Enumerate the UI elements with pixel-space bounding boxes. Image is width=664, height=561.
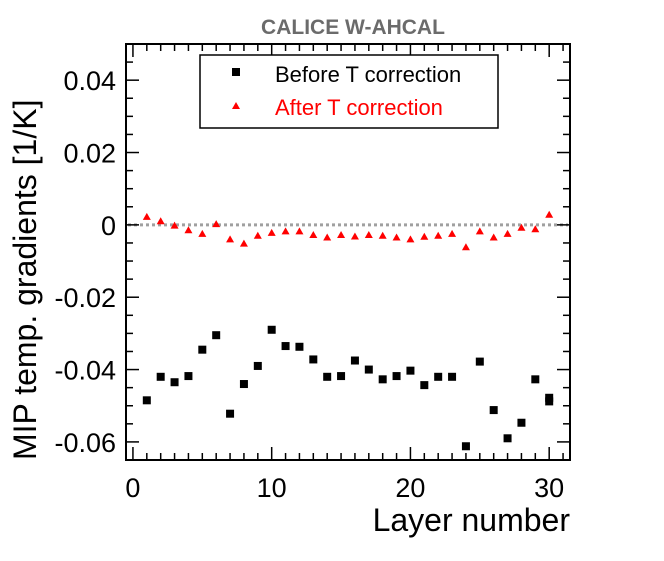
data-point [212,331,221,340]
data-point [531,375,540,384]
legend-marker-after [232,102,240,109]
data-point [503,229,512,237]
data-point [226,235,235,243]
data-point [295,342,304,351]
data-point [309,355,318,364]
y-tick-label: -0.04 [54,356,116,386]
data-point [281,342,290,351]
data-point [323,233,332,241]
data-point [337,372,346,381]
data-point [420,381,429,390]
y-tick-label: -0.06 [54,428,116,458]
data-point [267,228,276,236]
data-point [489,406,498,415]
data-point [170,378,179,387]
data-point [489,233,498,241]
data-point [309,230,318,238]
series-after-t-correction [142,210,554,251]
data-point [198,345,207,354]
x-tick-label: 0 [125,473,140,503]
data-point [475,227,484,235]
data-point [378,375,387,384]
data-point [281,227,290,235]
x-tick-label: 10 [257,473,287,503]
data-point [142,212,151,220]
data-point [406,235,415,243]
data-point [156,372,165,381]
data-point [448,229,457,237]
y-tick-label: 0 [101,211,116,241]
data-point [434,231,443,239]
data-point [350,232,359,240]
data-point [392,233,401,241]
data-point [253,361,262,370]
data-point [156,217,165,225]
legend: Before T correction After T correction [199,54,499,129]
data-point [434,372,443,381]
x-tick-label: 30 [534,473,564,503]
legend-label-after: After T correction [275,95,443,120]
data-point [142,396,151,405]
data-point [295,227,304,235]
data-point [517,418,526,427]
data-point [212,220,221,228]
data-point [184,226,193,234]
data-point [226,409,235,418]
y-tick-label: 0.02 [63,139,116,169]
data-point [531,225,540,233]
data-point [350,356,359,365]
y-tick-labels: -0.06 -0.04 -0.02 0 0.02 0.04 [54,66,116,458]
data-point [337,230,346,238]
data-point [392,372,401,381]
data-point [323,372,332,381]
data-point [503,434,512,443]
legend-marker-before [232,68,240,76]
data-point [198,229,207,237]
data-point [267,325,276,334]
x-tick-label: 20 [395,473,425,503]
x-axis-title: Layer number [373,502,571,538]
y-tick-label: 0.04 [63,66,116,96]
data-point [378,231,387,239]
data-point [545,397,554,406]
data-point [253,231,262,239]
data-point [184,372,193,381]
data-point [239,239,248,247]
data-point [364,365,373,374]
data-point [448,372,457,381]
data-point [461,442,470,451]
chart-title: CALICE W-AHCAL [261,16,445,39]
data-point [239,380,248,389]
data-point [545,210,554,218]
x-tick-labels: 0 10 20 30 [125,473,564,503]
legend-box [199,54,499,129]
data-point [364,230,373,238]
y-tick-label: -0.02 [54,283,116,313]
axis-ticks [126,43,570,461]
series-before-t-correction [142,325,554,451]
data-point [406,366,415,375]
data-point [170,221,179,229]
data-point [475,357,484,366]
data-point [461,243,470,251]
data-point [420,232,429,240]
data-point [517,223,526,231]
y-axis-title: MIP temp. gradients [1/K] [7,100,43,460]
plot-frame [125,43,571,461]
legend-label-before: Before T correction [275,62,461,87]
